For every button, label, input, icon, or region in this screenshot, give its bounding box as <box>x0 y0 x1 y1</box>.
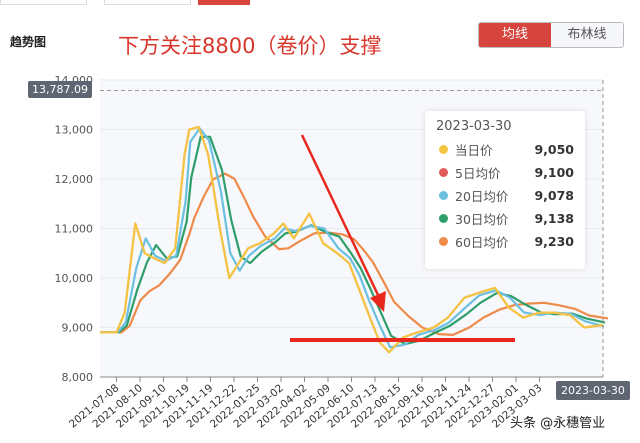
tooltip-row: 5日均价 9,100 <box>425 161 585 184</box>
tooltip-value: 9,100 <box>534 165 574 180</box>
y-tick-label: 11,000 <box>55 223 94 236</box>
tooltip-label: 当日价 <box>455 143 493 158</box>
tooltip-row: 20日均价 9,078 <box>425 184 585 207</box>
series-dot-icon <box>439 237 448 246</box>
y-tick-label: 13,000 <box>55 124 94 137</box>
crosshair-y-label: 13,787.09 <box>28 81 92 98</box>
tooltip-row: 当日价 9,050 <box>425 138 585 161</box>
tooltip-label: 20日均价 <box>455 189 509 204</box>
series-dot-icon <box>439 145 448 154</box>
y-tick-label: 9,000 <box>62 322 94 335</box>
series-dot-icon <box>439 168 448 177</box>
tooltip: 2023-03-30 当日价 9,050 5日均价 9,100 20日均价 9,078 30… <box>425 111 585 269</box>
watermark: 头条 @永穗管业 <box>510 416 606 431</box>
series-line <box>105 172 609 336</box>
tooltip-date: 2023-03-30 <box>436 119 512 134</box>
tooltip-value: 9,230 <box>534 234 574 249</box>
tooltip-label: 30日均价 <box>455 212 509 227</box>
tab-moving-average[interactable]: 均线 <box>479 23 551 47</box>
y-tick-label: 12,000 <box>55 173 94 186</box>
crosshair-x-label: 2023-03-30 <box>556 381 630 400</box>
y-tick-label: 10,000 <box>55 272 94 285</box>
chart-title: 下方关注8800（卷价）支撑 <box>118 34 382 58</box>
chart-mode-toggle: 均线 布林线 <box>478 22 624 48</box>
annotation-arrow <box>300 134 380 296</box>
tooltip-label: 60日均价 <box>455 235 509 250</box>
tooltip-label: 5日均价 <box>455 166 501 181</box>
series-dot-icon <box>439 214 448 223</box>
tab-bollinger[interactable]: 布林线 <box>551 23 623 47</box>
y-tick-label: 8,000 <box>62 371 94 384</box>
arrow-head-icon <box>370 291 386 312</box>
series-dot-icon <box>439 191 448 200</box>
tooltip-value: 9,138 <box>534 211 574 226</box>
section-heading: 趋势图 <box>10 35 47 49</box>
series-line <box>100 125 604 354</box>
tooltip-row: 60日均价 9,230 <box>425 230 585 253</box>
tooltip-value: 9,050 <box>534 142 574 157</box>
tooltip-row: 30日均价 9,138 <box>425 207 585 230</box>
tooltip-value: 9,078 <box>534 188 574 203</box>
